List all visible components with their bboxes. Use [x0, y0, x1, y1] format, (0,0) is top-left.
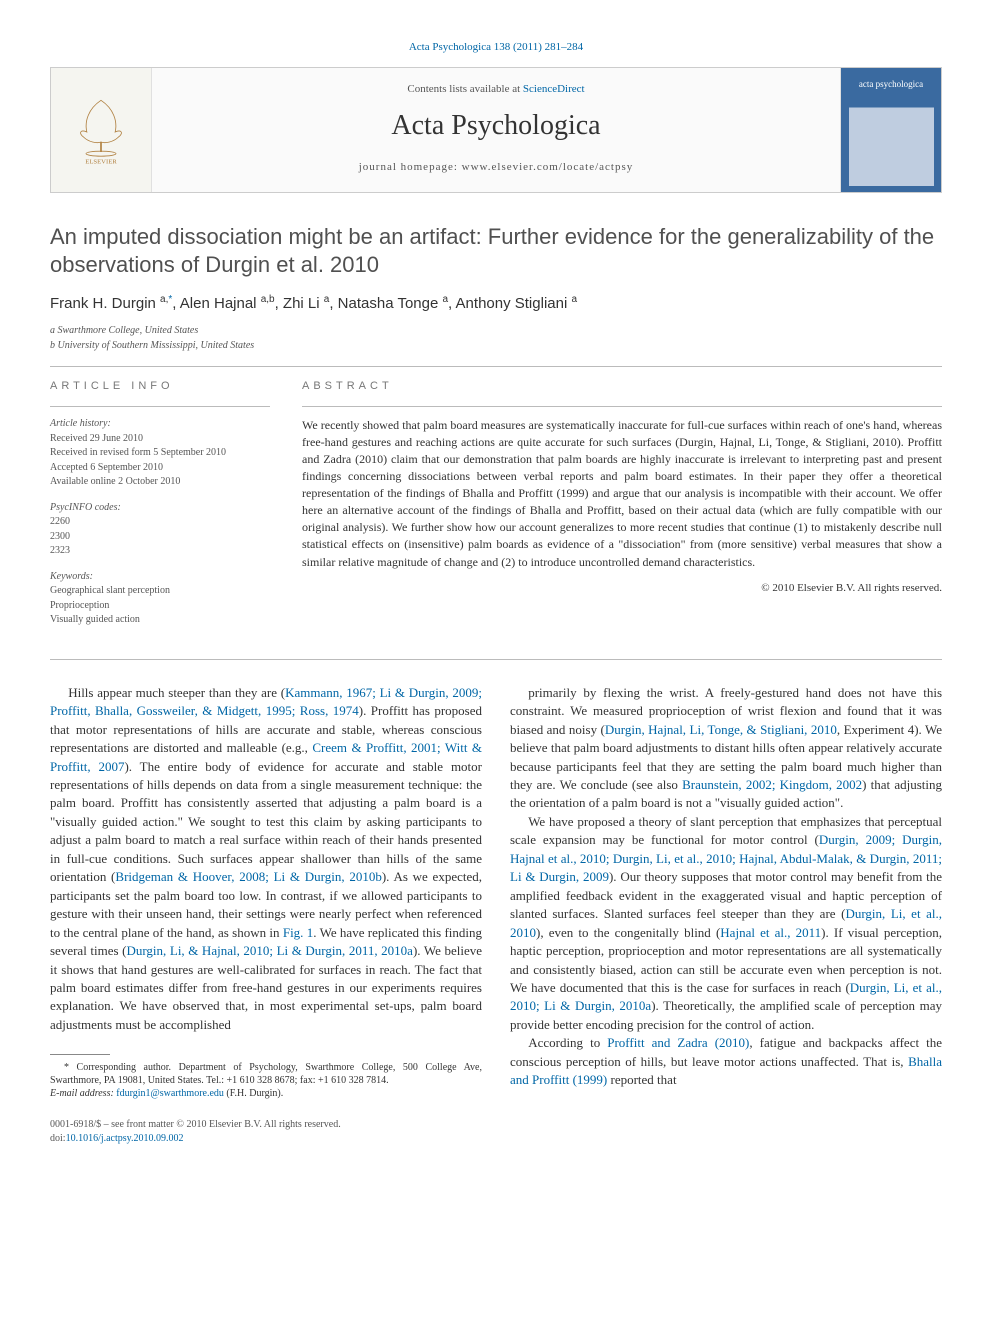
body-columns: Hills appear much steeper than they are …: [50, 684, 942, 1101]
affiliation-a: a Swarthmore College, United States: [50, 324, 942, 338]
history-online: Available online 2 October 2010: [50, 475, 270, 489]
keyword-1: Geographical slant perception: [50, 584, 270, 598]
body-col-left: Hills appear much steeper than they are …: [50, 684, 482, 1101]
body-left-para: Hills appear much steeper than they are …: [50, 684, 482, 1035]
keywords-label: Keywords:: [50, 570, 270, 584]
sciencedirect-link[interactable]: ScienceDirect: [523, 83, 585, 95]
psycinfo-3: 2323: [50, 544, 270, 558]
abstract-col: ABSTRACT We recently showed that palm bo…: [302, 379, 942, 638]
contents-available: Contents lists available at ScienceDirec…: [162, 82, 830, 97]
body-col-right: primarily by flexing the wrist. A freely…: [510, 684, 942, 1101]
rule-abstract: [302, 406, 942, 407]
journal-banner: ELSEVIER Contents lists available at Sci…: [50, 67, 942, 193]
psycinfo-label: PsycINFO codes:: [50, 501, 270, 515]
publisher-logo-cell: ELSEVIER: [51, 68, 151, 192]
psycinfo-2: 2300: [50, 530, 270, 544]
keywords: Keywords: Geographical slant perception …: [50, 570, 270, 627]
cover-text: acta psychologica: [859, 79, 923, 89]
journal-cover-cell: acta psychologica: [841, 68, 941, 192]
abstract-heading: ABSTRACT: [302, 379, 942, 394]
rule-bottom: [50, 659, 942, 660]
psycinfo-1: 2260: [50, 515, 270, 529]
footnote-rule: [50, 1054, 110, 1055]
history-revised: Received in revised form 5 September 201…: [50, 446, 270, 460]
contents-prefix: Contents lists available at: [407, 83, 522, 95]
psycinfo-codes: PsycINFO codes: 2260 2300 2323: [50, 501, 270, 558]
footnote-text: * Corresponding author. Department of Ps…: [50, 1062, 482, 1086]
svg-text:ELSEVIER: ELSEVIER: [85, 159, 117, 166]
body-right-para: primarily by flexing the wrist. A freely…: [510, 684, 942, 1090]
rule-top: [50, 366, 942, 367]
history-received: Received 29 June 2010: [50, 432, 270, 446]
abstract-text: We recently showed that palm board measu…: [302, 417, 942, 570]
abstract-copyright: © 2010 Elsevier B.V. All rights reserved…: [302, 581, 942, 596]
keyword-3: Visually guided action: [50, 613, 270, 627]
journal-cover-thumb: acta psychologica: [849, 74, 934, 186]
footer-doi-label: doi:: [50, 1133, 66, 1144]
article-title: An imputed dissociation might be an arti…: [50, 223, 942, 279]
banner-center: Contents lists available at ScienceDirec…: [151, 68, 841, 192]
running-head-link[interactable]: Acta Psychologica 138 (2011) 281–284: [409, 41, 583, 53]
history-label: Article history:: [50, 417, 270, 431]
journal-homepage: journal homepage: www.elsevier.com/locat…: [162, 160, 830, 175]
elsevier-tree-icon: ELSEVIER: [66, 92, 136, 167]
footnote-email-link[interactable]: fdurgin1@swarthmore.edu: [116, 1088, 224, 1099]
history-accepted: Accepted 6 September 2010: [50, 461, 270, 475]
author-list: Frank H. Durgin a,*, Alen Hajnal a,b, Zh…: [50, 293, 942, 314]
article-history: Article history: Received 29 June 2010 R…: [50, 417, 270, 489]
affiliations: a Swarthmore College, United States b Un…: [50, 324, 942, 352]
footer-copyright: 0001-6918/$ – see front matter © 2010 El…: [50, 1119, 341, 1130]
page-footer: 0001-6918/$ – see front matter © 2010 El…: [50, 1118, 942, 1145]
corresponding-footnote: * Corresponding author. Department of Ps…: [50, 1061, 482, 1100]
footnote-email-suffix: (F.H. Durgin).: [226, 1088, 283, 1099]
footer-doi-link[interactable]: 10.1016/j.actpsy.2010.09.002: [66, 1133, 184, 1144]
affiliation-b: b University of Southern Mississippi, Un…: [50, 339, 942, 353]
running-head: Acta Psychologica 138 (2011) 281–284: [50, 40, 942, 55]
footnote-email-label: E-mail address:: [50, 1088, 114, 1099]
keyword-2: Proprioception: [50, 599, 270, 613]
journal-name: Acta Psychologica: [162, 107, 830, 145]
article-info-col: ARTICLE INFO Article history: Received 2…: [50, 379, 270, 638]
article-info-heading: ARTICLE INFO: [50, 379, 270, 394]
footer-left: 0001-6918/$ – see front matter © 2010 El…: [50, 1118, 341, 1145]
rule-info: [50, 406, 270, 407]
